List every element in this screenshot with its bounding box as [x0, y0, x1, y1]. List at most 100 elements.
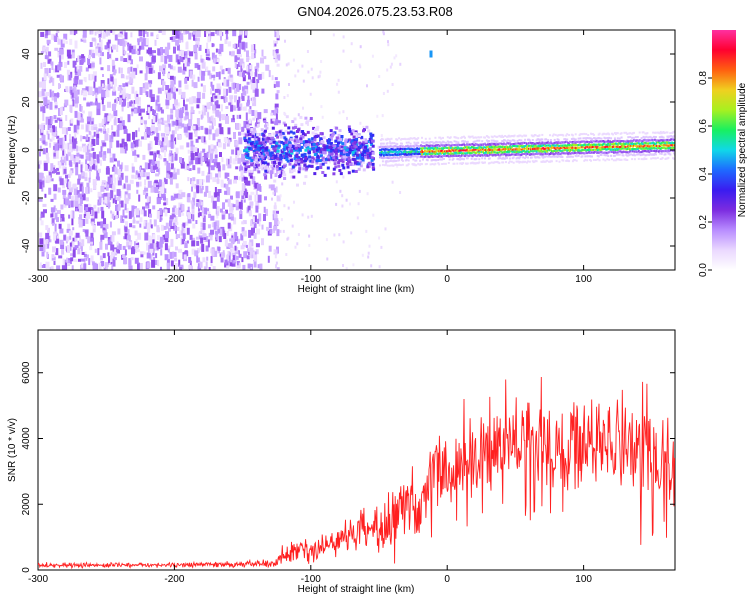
spectrogram-cell: [187, 149, 190, 154]
spectrogram-cell: [133, 216, 136, 222]
spectrogram-cell: [275, 30, 278, 32]
spectrogram-cell: [116, 241, 119, 246]
spectrogram-cell: [276, 157, 280, 161]
spectrogram-cell: [100, 206, 104, 211]
spectrogram-cell: [396, 138, 399, 141]
spectrogram-cell: [178, 50, 183, 56]
spectrogram-cell: [245, 148, 249, 152]
spectrogram-cell: [101, 180, 106, 184]
spectrogram-cell: [157, 260, 160, 267]
spectrogram-cell: [69, 170, 73, 176]
spectrogram-cell: [350, 132, 354, 136]
spectrogram-cell: [184, 84, 189, 90]
spectrogram-cell: [211, 122, 214, 130]
spectrogram-cell: [145, 66, 148, 74]
spectrogram-cell: [282, 229, 285, 233]
spectrogram-cell: [279, 135, 283, 139]
spectrogram-cell: [91, 162, 95, 170]
spectrogram-cell: [126, 60, 131, 64]
spectrogram-cell: [52, 131, 57, 137]
spectrogram-cell: [448, 152, 451, 155]
spectrogram-cell: [80, 124, 84, 130]
spectrogram-cell: [453, 162, 456, 165]
spectrogram-cell: [72, 183, 77, 189]
spectrogram-cell: [40, 51, 44, 54]
spectrogram-cell: [297, 113, 300, 117]
spectrogram-cell: [113, 78, 117, 87]
spectrogram-cell: [253, 260, 257, 268]
spectrogram-cell: [50, 61, 54, 66]
spectrogram-cell: [368, 147, 372, 151]
spectrogram-cell: [281, 182, 284, 186]
spectrogram-cell: [169, 172, 173, 180]
spectrogram-cell: [38, 124, 43, 130]
spectrogram-cell: [255, 205, 259, 213]
spectrogram-cell: [96, 133, 100, 139]
spectrogram-cell: [157, 123, 161, 131]
spectrogram-cell: [253, 232, 257, 239]
spectrogram-cell: [165, 85, 170, 90]
spectrogram-cell: [204, 267, 207, 270]
spectrogram-cell: [365, 229, 368, 233]
spectrogram-cell: [131, 246, 135, 255]
spectrogram-cell: [103, 192, 108, 200]
spectrogram-cell: [65, 198, 70, 206]
spectrogram-cell: [248, 109, 252, 115]
spectrogram-cell: [329, 129, 333, 133]
spectrogram-cell: [283, 164, 286, 168]
spectrogram-cell: [106, 192, 111, 199]
spectrogram-cell: [109, 30, 114, 33]
spectrogram-cell: [566, 138, 569, 141]
spectrogram-cell: [240, 65, 243, 73]
spectrogram-cell: [204, 31, 207, 37]
spectrogram-cell: [227, 179, 232, 185]
spectrogram-cell: [428, 150, 431, 153]
spectrogram-cell: [342, 240, 345, 244]
spectrogram-cell: [77, 113, 81, 121]
spectrogram-cell: [164, 254, 169, 261]
spectrogram-cell: [119, 38, 123, 46]
spectrogram-cell: [197, 167, 201, 174]
spectrogram-cell: [337, 141, 340, 145]
spectrogram-cell: [232, 158, 237, 165]
spectrogram-cell: [325, 145, 329, 149]
spectrogram-cell: [179, 110, 184, 119]
spectrogram-cell: [239, 211, 243, 219]
spectrogram-cell: [436, 141, 439, 144]
spectrogram-cell: [164, 161, 167, 166]
spectrogram-cell: [287, 131, 291, 135]
spectrogram-cell: [85, 187, 89, 195]
spectrogram-cell: [248, 156, 252, 160]
spectrogram-cell: [444, 162, 447, 165]
spectrogram-cell: [380, 245, 383, 249]
spectrogram-cell: [136, 101, 141, 109]
spectrogram-cell: [181, 224, 184, 231]
spectrogram-cell: [89, 246, 93, 251]
spectrogram-cell: [164, 150, 167, 157]
spectrogram-cell: [217, 246, 221, 251]
spectrogram-cell: [241, 126, 245, 132]
spectrogram-cell: [46, 243, 50, 249]
spectrogram-cell: [189, 260, 192, 267]
spectrogram-cell: [191, 240, 196, 247]
spectrogram-cell: [464, 136, 466, 139]
spectrogram-cell: [103, 218, 106, 225]
spectrogram-cell: [125, 93, 129, 98]
spectrogram-cell: [106, 166, 110, 175]
spectrogram-cell: [210, 116, 213, 122]
spectrogram-cell: [254, 251, 257, 257]
spectrogram-cell: [130, 32, 133, 38]
spectrogram-cell: [47, 58, 52, 64]
spectrogram-cell: [334, 158, 338, 162]
spectrogram-cell: [148, 209, 152, 218]
spectrogram-cell: [39, 238, 44, 245]
spectrogram-cell: [506, 157, 508, 160]
spectrogram-cell: [40, 32, 45, 37]
spectrogram-cell: [559, 133, 562, 136]
spectrogram-cell: [120, 56, 124, 62]
spectrogram-cell: [52, 77, 55, 86]
spectrogram-cell: [365, 125, 369, 129]
spectrogram-cell: [390, 137, 393, 140]
spectrogram-cell: [157, 48, 161, 56]
spectrogram-cell: [53, 233, 57, 241]
